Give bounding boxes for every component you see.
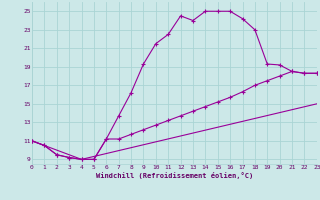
X-axis label: Windchill (Refroidissement éolien,°C): Windchill (Refroidissement éolien,°C) [96, 172, 253, 179]
